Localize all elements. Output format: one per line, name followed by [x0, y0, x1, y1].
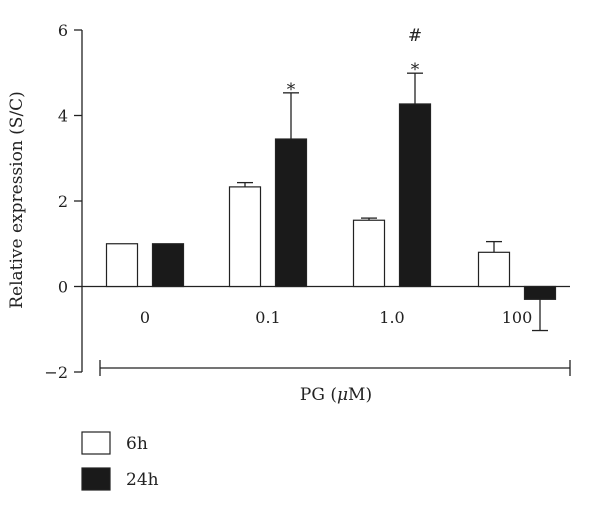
y-tick-label-2: 2 — [58, 192, 68, 211]
x-tick-label-1: 0.1 — [255, 308, 280, 327]
bar-6h-100 — [477, 251, 511, 288]
x-tick-label-3: 100 — [502, 308, 533, 327]
x-tick-label-2: 1.0 — [379, 308, 404, 327]
y-tick-label-1: 4 — [58, 107, 68, 126]
legend-item-6h: 6h — [81, 431, 148, 455]
bar-24h-100 — [523, 285, 557, 300]
x-axis-label-mu: μ — [337, 385, 348, 405]
annotation-1-0: # — [408, 26, 422, 46]
x-axis-label-prefix: PG ( — [300, 385, 337, 405]
y-axis-label: Relative expression (S/C) — [7, 91, 27, 309]
legend: 6h 24h — [81, 431, 159, 491]
bar-6h-1.0 — [352, 219, 386, 288]
axes: 6 4 2 0 −2 0 0.1 1.0 100 — [44, 21, 571, 382]
legend-label-6h: 6h — [126, 434, 148, 454]
y-tick-label-3: 0 — [58, 278, 68, 297]
annotations: * * # — [287, 26, 422, 100]
annotation-0-0: * — [287, 80, 296, 100]
annotation-1-1: * — [411, 60, 420, 80]
bars — [105, 103, 557, 300]
legend-swatch-24h — [81, 467, 111, 491]
bar-6h-0 — [105, 243, 139, 288]
x-axis-label-suffix: M) — [348, 385, 372, 405]
legend-label-24h: 24h — [126, 470, 159, 490]
x-axis-label: PG (μM) — [300, 385, 372, 405]
legend-item-24h: 24h — [81, 467, 159, 491]
error-bars — [237, 72, 548, 332]
bar-24h-0.1 — [274, 138, 308, 288]
bar-6h-0.1 — [228, 186, 262, 288]
y-tick-label-4: −2 — [44, 363, 68, 382]
x-tick-label-0: 0 — [140, 308, 150, 327]
bar-24h-0 — [151, 243, 185, 288]
bar-24h-1.0 — [398, 103, 432, 288]
y-tick-label-0: 6 — [58, 21, 68, 40]
legend-swatch-6h — [81, 431, 111, 455]
